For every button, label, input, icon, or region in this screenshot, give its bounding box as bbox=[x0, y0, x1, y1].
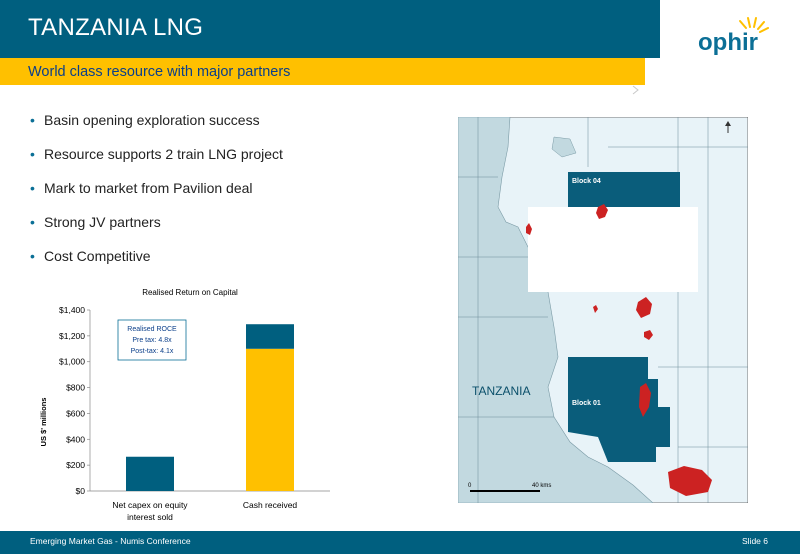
north-arrow-icon bbox=[725, 121, 731, 133]
bullet-item: • Resource supports 2 train LNG project bbox=[30, 144, 283, 178]
title-bar bbox=[0, 0, 660, 58]
bullet-text: Resource supports 2 train LNG project bbox=[44, 146, 283, 162]
x-category-label: interest sold bbox=[127, 512, 173, 522]
bullet-item: • Basin opening exploration success bbox=[30, 110, 283, 144]
slide-subtitle: World class resource with major partners bbox=[28, 64, 291, 80]
annotation-line-3: Post-tax: 4.1x bbox=[131, 348, 174, 355]
bullet-text: Mark to market from Pavilion deal bbox=[44, 180, 253, 196]
relinquished-area bbox=[528, 207, 698, 292]
bars bbox=[126, 324, 294, 491]
bullet-text: Strong JV partners bbox=[44, 214, 161, 230]
bullet-item: • Cost Competitive bbox=[30, 246, 283, 280]
slide-header: TANZANIA LNG ophir bbox=[0, 0, 800, 58]
bullet-dot: • bbox=[30, 214, 35, 230]
chevron-right-icon bbox=[632, 85, 639, 95]
y-tick-label: $0 bbox=[76, 486, 86, 496]
roce-annotation: Realised ROCE Pre tax: 4.8x Post-tax: 4.… bbox=[117, 319, 187, 361]
annotation-line-1: Realised ROCE bbox=[127, 326, 177, 333]
slide-number: Slide 6 bbox=[742, 536, 768, 546]
bullet-dot: • bbox=[30, 180, 35, 196]
annotation-line-2: Pre tax: 4.8x bbox=[132, 337, 172, 344]
country-label: TANZANIA bbox=[472, 384, 530, 398]
y-axis: $0 $200 $400 $600 $800 $1,000 $1,200 $1,400 bbox=[59, 305, 90, 496]
bullet-list: • Basin opening exploration success • Reso… bbox=[30, 110, 283, 280]
y-tick-label: $800 bbox=[66, 383, 85, 393]
y-tick-label: $400 bbox=[66, 434, 85, 444]
bullet-item: • Strong JV partners bbox=[30, 212, 283, 246]
block-01-label: Block 01 bbox=[572, 400, 601, 407]
ophir-logo: ophir bbox=[698, 17, 769, 56]
x-category-label: Net capex on equity bbox=[112, 500, 188, 510]
scale-label-start: 0 bbox=[468, 483, 472, 489]
bar-segment-base bbox=[126, 456, 174, 491]
y-tick-label: $600 bbox=[66, 408, 85, 418]
x-axis-labels: Net capex on equity interest sold Cash rec… bbox=[112, 500, 297, 522]
y-tick-label: $1,400 bbox=[59, 305, 85, 315]
scale-label-end: 40 kms bbox=[532, 483, 551, 489]
return-on-capital-chart: Realised Return on Capital US $' million… bbox=[39, 288, 330, 522]
scale-bar: 0 40 kms bbox=[468, 483, 551, 492]
subtitle-bar bbox=[0, 58, 645, 85]
bullet-dot: • bbox=[30, 146, 35, 162]
bullet-text: Cost Competitive bbox=[44, 248, 151, 264]
bullet-dot: • bbox=[30, 112, 35, 128]
block-04-label: Block 04 bbox=[572, 178, 601, 185]
y-axis-label: US $' millions bbox=[39, 398, 48, 447]
discovery-marks bbox=[526, 204, 712, 496]
y-tick-label: $200 bbox=[66, 460, 85, 470]
annotation-box bbox=[117, 319, 187, 361]
chart-title: Realised Return on Capital bbox=[142, 288, 238, 297]
y-tick-label: $1,200 bbox=[59, 331, 85, 341]
tanzania-block-map: Block 04 Block 01 TANZANIA 0 40 kms bbox=[458, 117, 748, 503]
sunburst-icon bbox=[739, 17, 769, 33]
logo-text: ophir bbox=[698, 29, 758, 56]
slide-title: TANZANIA LNG bbox=[28, 14, 204, 41]
footer-text: Emerging Market Gas - Numis Conference bbox=[30, 536, 191, 546]
bullet-item: • Mark to market from Pavilion deal bbox=[30, 178, 283, 212]
y-tick-label: $1,000 bbox=[59, 357, 85, 367]
bar-segment-top bbox=[246, 324, 294, 349]
bullet-dot: • bbox=[30, 248, 35, 264]
x-category-label: Cash received bbox=[243, 500, 298, 510]
block-01-area bbox=[568, 357, 670, 462]
island-land bbox=[551, 136, 577, 158]
bar-segment-base bbox=[246, 348, 294, 491]
slide-footer bbox=[0, 531, 800, 554]
bullet-text: Basin opening exploration success bbox=[44, 112, 260, 128]
map-land bbox=[458, 117, 654, 503]
